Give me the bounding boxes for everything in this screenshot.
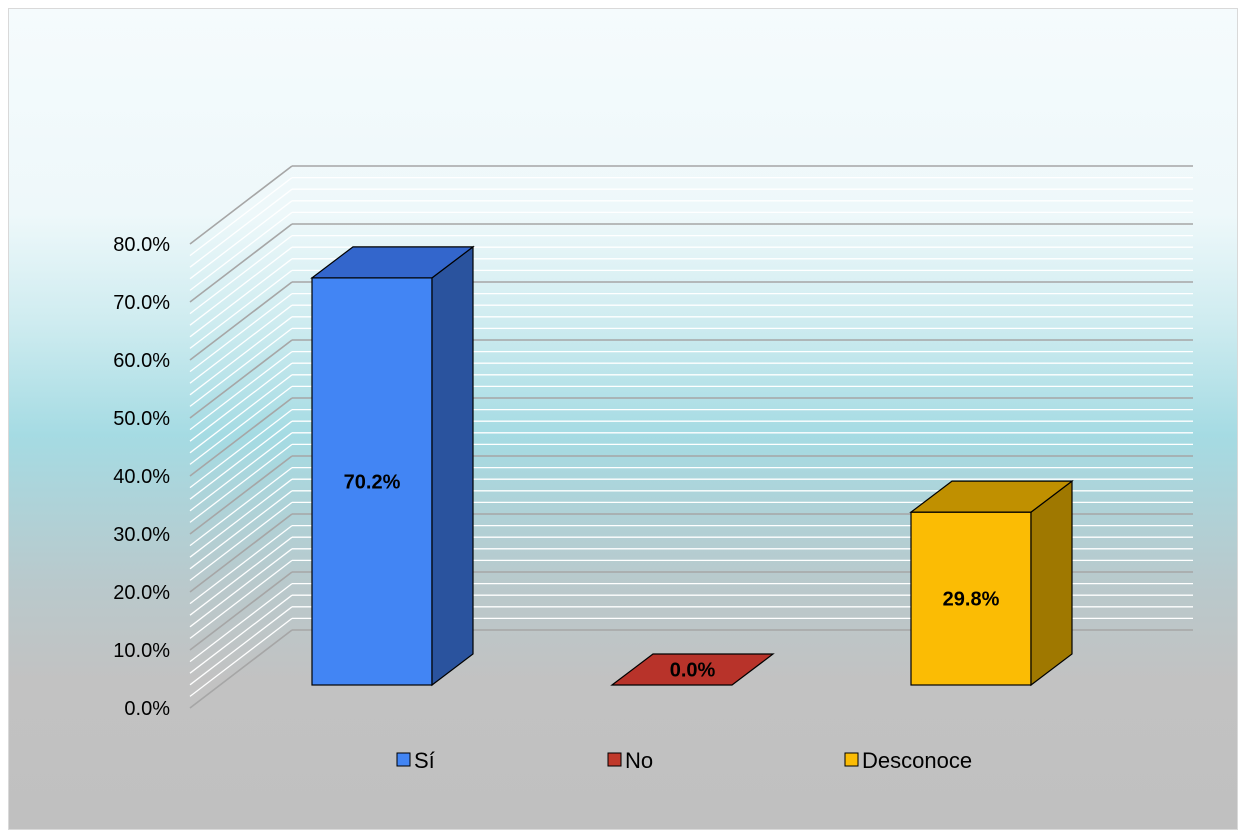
gridline-side [189,571,293,651]
legend-swatch [844,752,859,767]
gridline-side [189,200,293,280]
data-label: 0.0% [670,660,716,682]
gridline-side [189,165,293,245]
legend-label: No [625,748,653,773]
legend-item-3: Desconoce [844,748,972,773]
bar-top [310,246,475,279]
gridline-side [189,513,293,593]
gridline-side [189,385,293,465]
legend-swatch [607,752,622,767]
bars [310,245,1074,687]
gridline-side [189,629,293,709]
gridline-side [189,211,293,291]
gridline-side [189,583,293,663]
gridline-side [189,525,293,605]
gridline-side [189,443,293,523]
bar-side [431,245,474,687]
gridline-side [189,351,293,431]
gridline-side [189,269,293,349]
bar-top [610,653,775,686]
y-axis: 0.0% 10.0% 20.0% 30.0% 40.0% 50.0% 60.0% 70.0% 8… [113,234,170,720]
gridline-side [189,339,293,419]
bar-2 [610,653,775,686]
gridline-side [189,501,293,581]
gridline-side [189,397,293,477]
gridline-side [189,548,293,628]
gridline-side [189,536,293,616]
data-labels: 70.2% 0.0% 29.8% [344,471,1000,681]
data-label: 70.2% [344,471,401,493]
legend-label: Desconoce [862,748,972,773]
gridline-side [189,409,293,489]
gridline-side [189,258,293,338]
bar-side [1030,479,1073,687]
legend-swatch [396,752,411,767]
y-tick-label: 30.0% [113,524,170,546]
gridline-side [189,594,293,674]
legend-label: Sí [414,748,435,773]
y-tick-label: 50.0% [113,408,170,430]
y-tick-label: 20.0% [113,582,170,604]
gridline-side [189,177,293,257]
legend-item-2: No [607,748,653,773]
gridline-side [189,304,293,384]
gridline-side [189,455,293,535]
bar-front [910,511,1032,686]
gridline-side [189,327,293,407]
bar-front [311,277,433,686]
gridline-side [189,606,293,686]
legend: Sí No Desconoce [396,748,972,773]
y-tick-label: 70.0% [113,292,170,314]
y-tick-label: 10.0% [113,640,170,662]
y-tick-label: 60.0% [113,350,170,372]
gridline-side [189,316,293,396]
gridline-side [189,559,293,639]
gridline-side [189,246,293,326]
gridline-side [189,188,293,268]
gridline-side [189,467,293,547]
gridline-side [189,374,293,454]
y-tick-label: 80.0% [113,234,170,256]
gridline-side [189,420,293,500]
gridline-side [189,617,293,697]
gridline-side [189,281,293,361]
gridline-side [189,478,293,558]
data-label: 29.8% [943,589,1000,611]
gridline-side [189,223,293,303]
legend-item-1: Sí [396,748,435,773]
bar-1 [310,245,475,687]
bar-top [909,480,1074,513]
chart-area [8,8,1238,830]
gridline-side [189,490,293,570]
y-tick-label: 40.0% [113,466,170,488]
gridline-side [189,362,293,442]
bar-3 [909,479,1074,687]
gridline-side [189,432,293,512]
gridline-side [189,293,293,373]
gridline-side [189,235,293,315]
y-tick-label: 0.0% [124,698,170,720]
